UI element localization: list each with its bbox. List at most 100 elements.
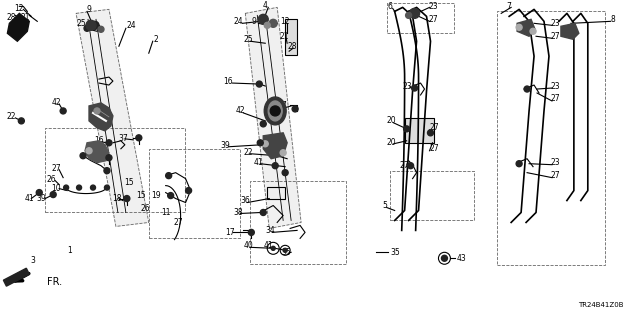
- Bar: [148, 149, 241, 238]
- Text: 25: 25: [76, 19, 86, 28]
- Text: 23: 23: [550, 158, 560, 167]
- Text: 27: 27: [429, 144, 439, 153]
- Bar: [250, 180, 346, 264]
- Circle shape: [283, 248, 287, 252]
- Text: 1: 1: [67, 246, 72, 255]
- Polygon shape: [89, 103, 113, 131]
- Circle shape: [516, 24, 522, 30]
- Text: 28: 28: [6, 13, 16, 22]
- Text: 3: 3: [31, 256, 36, 265]
- Circle shape: [50, 192, 56, 197]
- Text: 6: 6: [387, 2, 392, 11]
- Text: 21: 21: [20, 13, 30, 22]
- Bar: [45, 128, 184, 212]
- Circle shape: [91, 21, 99, 29]
- Text: 27: 27: [174, 218, 184, 227]
- Circle shape: [63, 185, 68, 190]
- Text: 11: 11: [161, 208, 170, 217]
- Text: 8: 8: [611, 15, 615, 24]
- Polygon shape: [245, 7, 301, 228]
- Text: 27: 27: [429, 15, 438, 24]
- Text: 19: 19: [151, 191, 161, 200]
- Circle shape: [442, 255, 447, 261]
- Circle shape: [280, 150, 286, 156]
- Text: 12: 12: [280, 17, 290, 26]
- Text: 12: 12: [15, 4, 24, 13]
- Text: 36: 36: [241, 196, 250, 205]
- Text: 5: 5: [382, 201, 387, 210]
- Circle shape: [260, 210, 266, 215]
- Circle shape: [86, 148, 92, 154]
- Polygon shape: [8, 13, 29, 41]
- Circle shape: [19, 118, 24, 124]
- Text: 40: 40: [243, 241, 253, 250]
- Circle shape: [412, 85, 417, 91]
- Circle shape: [186, 188, 191, 194]
- Text: 35: 35: [281, 248, 291, 257]
- Circle shape: [264, 22, 270, 28]
- Text: 25: 25: [243, 35, 253, 44]
- Text: 17: 17: [94, 151, 104, 160]
- Circle shape: [406, 12, 412, 18]
- Circle shape: [248, 229, 254, 236]
- Circle shape: [292, 106, 298, 112]
- Circle shape: [36, 189, 42, 196]
- Circle shape: [168, 193, 173, 198]
- Text: 9: 9: [252, 17, 257, 26]
- Bar: [404, 118, 435, 143]
- Circle shape: [428, 130, 433, 136]
- Polygon shape: [517, 19, 535, 36]
- Text: 41: 41: [264, 241, 273, 250]
- Text: 24: 24: [126, 21, 136, 30]
- Circle shape: [136, 135, 142, 141]
- Bar: [497, 12, 605, 265]
- Polygon shape: [3, 268, 29, 286]
- Circle shape: [166, 173, 172, 179]
- Text: 15: 15: [136, 191, 146, 200]
- Text: 4: 4: [263, 1, 268, 10]
- Text: FR.: FR.: [47, 277, 62, 287]
- Text: 35: 35: [391, 248, 401, 257]
- Text: 24: 24: [234, 17, 243, 26]
- Circle shape: [86, 20, 96, 30]
- Circle shape: [90, 185, 95, 190]
- Circle shape: [269, 19, 277, 27]
- Circle shape: [104, 185, 109, 190]
- Text: 27: 27: [400, 161, 410, 170]
- Text: 28: 28: [287, 42, 297, 51]
- Text: 26: 26: [46, 175, 56, 184]
- Polygon shape: [263, 133, 287, 159]
- Text: 23: 23: [403, 82, 412, 91]
- Text: 27: 27: [51, 164, 61, 173]
- Text: 16: 16: [223, 76, 233, 85]
- Circle shape: [106, 140, 112, 146]
- Text: 39: 39: [221, 141, 230, 150]
- Text: 27: 27: [429, 123, 439, 132]
- Text: 15: 15: [124, 178, 134, 187]
- Text: 23: 23: [550, 82, 560, 91]
- Circle shape: [256, 81, 262, 87]
- Text: 26: 26: [141, 204, 150, 213]
- Text: 34: 34: [266, 226, 275, 235]
- Circle shape: [410, 8, 420, 18]
- Circle shape: [257, 140, 263, 146]
- Circle shape: [104, 168, 110, 174]
- Text: 42: 42: [51, 99, 61, 108]
- Text: 10: 10: [51, 184, 61, 193]
- Circle shape: [94, 108, 100, 114]
- Polygon shape: [561, 23, 579, 39]
- Ellipse shape: [264, 97, 286, 125]
- Circle shape: [98, 26, 104, 32]
- Circle shape: [524, 86, 530, 92]
- Text: 27: 27: [550, 32, 560, 41]
- Circle shape: [282, 170, 288, 176]
- Circle shape: [124, 196, 130, 202]
- Text: 27: 27: [550, 94, 560, 103]
- Text: 21: 21: [280, 32, 289, 41]
- Circle shape: [60, 108, 66, 114]
- Circle shape: [84, 25, 90, 31]
- Circle shape: [262, 141, 268, 147]
- Bar: [268, 187, 285, 198]
- Bar: [390, 171, 474, 220]
- Text: TR24B41Z0B: TR24B41Z0B: [578, 302, 623, 308]
